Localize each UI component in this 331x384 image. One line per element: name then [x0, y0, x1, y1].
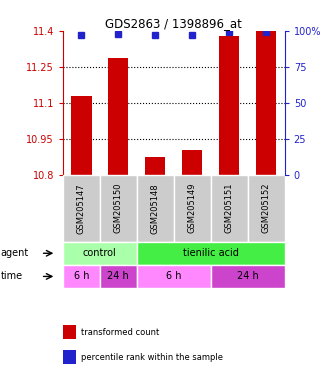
- Bar: [108, 58, 128, 175]
- Bar: [63, 265, 100, 288]
- Text: GSM205149: GSM205149: [188, 183, 197, 233]
- Bar: [174, 175, 211, 242]
- Bar: [100, 175, 137, 242]
- Text: time: time: [1, 271, 23, 281]
- Bar: [63, 175, 100, 242]
- Bar: [211, 265, 285, 288]
- Text: 24 h: 24 h: [237, 271, 259, 281]
- Text: agent: agent: [1, 248, 29, 258]
- Text: 6 h: 6 h: [73, 271, 89, 281]
- Bar: [63, 242, 137, 265]
- Text: 6 h: 6 h: [166, 271, 181, 281]
- Text: percentile rank within the sample: percentile rank within the sample: [81, 353, 223, 362]
- Bar: [248, 175, 285, 242]
- Text: transformed count: transformed count: [81, 328, 159, 337]
- Bar: [182, 150, 203, 175]
- Bar: [137, 265, 211, 288]
- Bar: [145, 157, 166, 175]
- Text: GSM205150: GSM205150: [114, 183, 123, 233]
- Text: GSM205152: GSM205152: [262, 183, 271, 233]
- Title: GDS2863 / 1398896_at: GDS2863 / 1398896_at: [105, 17, 242, 30]
- Bar: [219, 36, 239, 175]
- Bar: [211, 175, 248, 242]
- Text: control: control: [83, 248, 117, 258]
- Text: GSM205147: GSM205147: [77, 183, 86, 233]
- Bar: [137, 175, 174, 242]
- Text: GSM205148: GSM205148: [151, 183, 160, 233]
- Text: GSM205151: GSM205151: [225, 183, 234, 233]
- Bar: [137, 242, 285, 265]
- Bar: [256, 30, 276, 175]
- Bar: [100, 265, 137, 288]
- Bar: [71, 96, 92, 175]
- Text: 24 h: 24 h: [108, 271, 129, 281]
- Text: tienilic acid: tienilic acid: [183, 248, 239, 258]
